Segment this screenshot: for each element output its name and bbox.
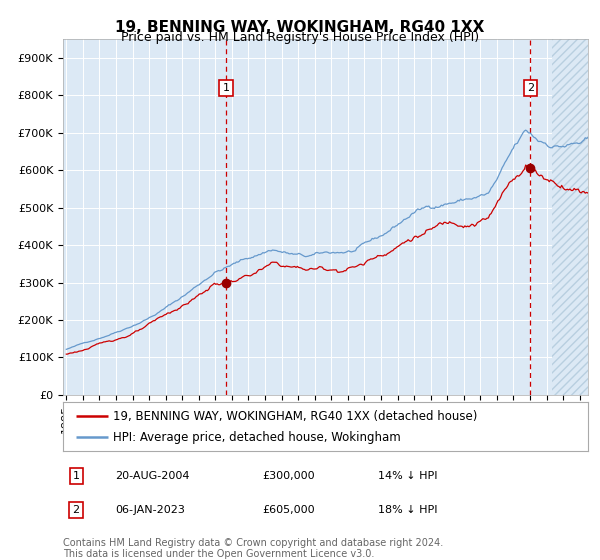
Text: £300,000: £300,000 — [263, 471, 315, 481]
Text: 1: 1 — [73, 471, 80, 481]
Text: Contains HM Land Registry data © Crown copyright and database right 2024.
This d: Contains HM Land Registry data © Crown c… — [63, 538, 443, 559]
Text: Price paid vs. HM Land Registry's House Price Index (HPI): Price paid vs. HM Land Registry's House … — [121, 31, 479, 44]
Bar — [551, 39, 588, 395]
Text: 19, BENNING WAY, WOKINGHAM, RG40 1XX (detached house): 19, BENNING WAY, WOKINGHAM, RG40 1XX (de… — [113, 410, 477, 423]
Text: 06-JAN-2023: 06-JAN-2023 — [115, 505, 185, 515]
Text: 2: 2 — [527, 83, 534, 93]
Text: HPI: Average price, detached house, Wokingham: HPI: Average price, detached house, Woki… — [113, 431, 401, 444]
Text: 14% ↓ HPI: 14% ↓ HPI — [378, 471, 437, 481]
Text: 20-AUG-2004: 20-AUG-2004 — [115, 471, 190, 481]
Text: 2: 2 — [73, 505, 80, 515]
Text: 19, BENNING WAY, WOKINGHAM, RG40 1XX: 19, BENNING WAY, WOKINGHAM, RG40 1XX — [115, 20, 485, 35]
Text: £605,000: £605,000 — [263, 505, 315, 515]
Text: 18% ↓ HPI: 18% ↓ HPI — [378, 505, 437, 515]
Text: 1: 1 — [223, 83, 230, 93]
